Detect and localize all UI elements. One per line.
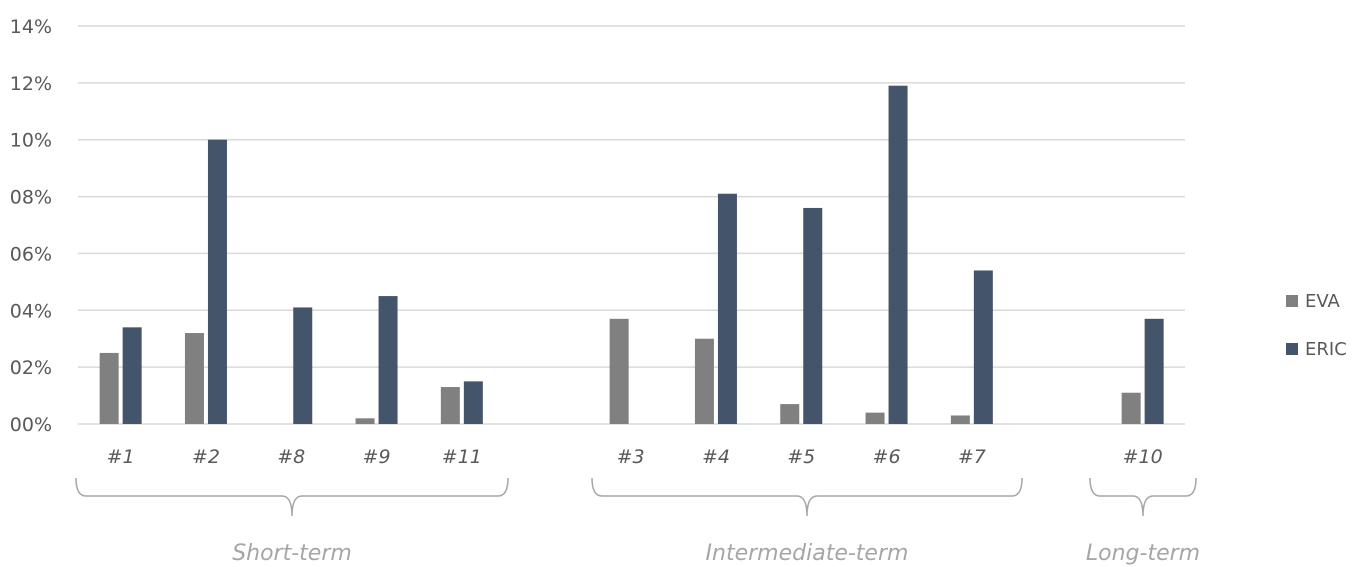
- legend-label-eva: EVA: [1305, 291, 1341, 312]
- bar-eric-n1: [122, 327, 142, 424]
- x-tick-label: #5: [787, 446, 815, 468]
- group-bracket: [591, 477, 1023, 517]
- y-tick-label: 12%: [10, 73, 52, 95]
- group-label: Long-term: [1086, 541, 1200, 566]
- legend-swatch-eva: [1286, 295, 1298, 307]
- bar-eric-n11: [463, 381, 483, 424]
- x-tick-label: #1: [107, 446, 135, 468]
- bars: [99, 85, 1164, 424]
- x-tick-label: #6: [873, 446, 901, 468]
- bar-eric-n5: [803, 207, 823, 424]
- bar-eva-n11: [440, 387, 460, 424]
- bar-eric-n9: [378, 296, 398, 424]
- bar-eva-n6: [865, 412, 885, 424]
- y-tick-label: 02%: [10, 357, 52, 379]
- y-tick-label: 00%: [10, 414, 52, 436]
- bar-eva-n4: [694, 338, 714, 424]
- group-bracket: [1089, 477, 1197, 517]
- bar-eva-n7: [950, 415, 970, 424]
- x-tick-label: #8: [277, 446, 305, 468]
- bar-eva-n9: [355, 418, 375, 424]
- bar-eric-n4: [717, 193, 737, 424]
- legend-label-eric: ERIC: [1305, 339, 1347, 360]
- bar-eric-n8: [293, 307, 313, 424]
- bar-eva-n1: [99, 352, 119, 424]
- y-tick-label: 14%: [10, 16, 52, 38]
- legend: EVA ERIC: [1286, 291, 1347, 360]
- y-tick-label: 10%: [10, 130, 52, 152]
- group-label: Intermediate-term: [706, 541, 909, 566]
- x-axis-ticks: #1 #2 #8 #9 #11 #3 #4 #5 #6 #7 #10: [107, 446, 1163, 468]
- x-tick-label: #9: [363, 446, 391, 468]
- bar-eva-n10: [1121, 392, 1141, 424]
- bar-eric-n10: [1144, 318, 1164, 424]
- bar-eric-n2: [207, 139, 227, 424]
- grid-lines: [78, 25, 1185, 425]
- bar-eva-n2: [184, 333, 204, 424]
- x-tick-label: #10: [1123, 446, 1163, 468]
- group-brackets: Short-term Intermediate-term Long-term: [75, 477, 1200, 566]
- legend-swatch-eric: [1286, 343, 1298, 355]
- x-tick-label: #2: [192, 446, 220, 468]
- y-tick-label: 08%: [10, 187, 52, 209]
- y-axis-ticks: 00% 02% 04% 06% 08% 10% 12% 14%: [10, 16, 52, 436]
- bar-eva-n5: [780, 404, 800, 424]
- x-tick-label: #3: [617, 446, 645, 468]
- y-tick-label: 04%: [10, 300, 52, 322]
- group-label: Short-term: [232, 541, 352, 566]
- bar-eric-n6: [888, 85, 908, 424]
- x-tick-label: #4: [702, 446, 730, 468]
- x-tick-label: #11: [442, 446, 482, 468]
- x-tick-label: #7: [958, 446, 986, 468]
- group-bracket: [75, 477, 509, 517]
- bar-eva-n3: [609, 318, 629, 424]
- bar-eric-n7: [973, 270, 993, 424]
- y-tick-label: 06%: [10, 243, 52, 265]
